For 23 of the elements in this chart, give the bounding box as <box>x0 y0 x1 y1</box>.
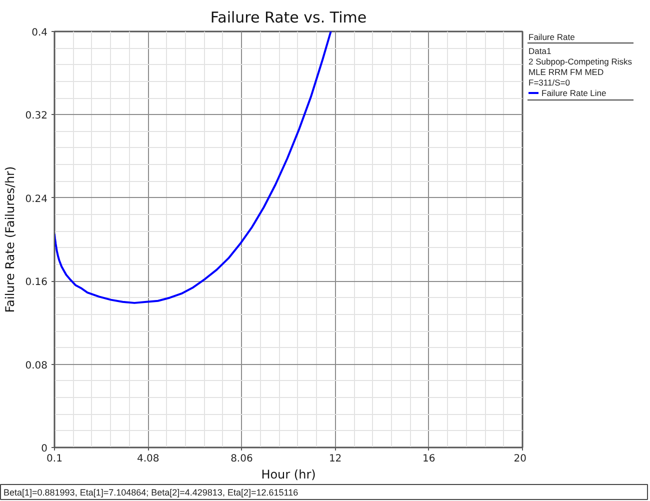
chart-title: Failure Rate vs. Time <box>210 8 367 26</box>
text: 2 Subpop-Competing Risks <box>528 56 632 66</box>
x-tick-label: 12 <box>328 454 342 464</box>
y-tick-label: 0.32 <box>25 110 48 122</box>
text: Data1 <box>528 46 552 56</box>
x-tick-label: 0.1 <box>46 454 62 464</box>
y-tick-label: 0.4 <box>32 28 48 38</box>
text: F=311/S=0 <box>528 78 570 88</box>
legend-title: Failure Rate <box>528 32 576 42</box>
text: MLE RRM FM MED <box>528 67 604 77</box>
y-tick-label: 0 <box>41 444 48 454</box>
y-tick-label: 0.16 <box>25 277 48 288</box>
y-tick-label: 0.24 <box>25 194 48 205</box>
x-axis-title: Hour (hr) <box>261 468 316 482</box>
y-tick-label: 0.08 <box>25 360 48 372</box>
line-series <box>54 32 332 304</box>
x-tick-label: 8.06 <box>230 454 253 464</box>
text: Beta[1]=0.881993, Eta[1]=7.104864; Beta[2]=4.429813, Eta[2]=12.615116 <box>4 488 298 498</box>
y-axis-title: Failure Rate (Failures/hr) <box>3 166 18 313</box>
legend-label: Failure Rate Line <box>542 88 606 98</box>
x-tick-label: 4.08 <box>136 454 160 464</box>
x-tick-label: 16 <box>422 454 436 464</box>
x-tick-label: 20 <box>514 454 527 464</box>
